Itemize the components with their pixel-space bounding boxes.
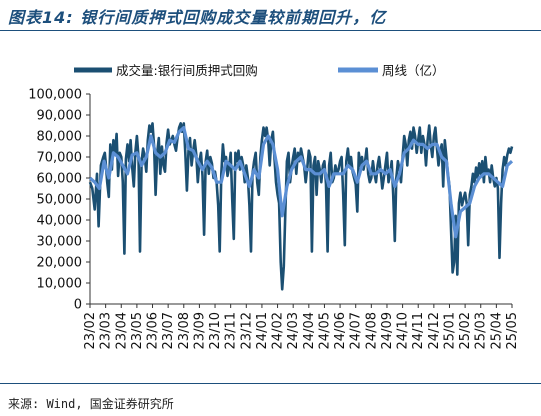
x-tick-label: 23/04 xyxy=(114,312,129,349)
x-tick-label: 23/11 xyxy=(224,312,239,349)
x-tick-label: 23/06 xyxy=(146,312,161,349)
y-tick-label: 100,000 xyxy=(28,88,82,103)
x-tick-label: 24/10 xyxy=(396,312,411,349)
x-tick-label: 23/12 xyxy=(239,312,254,349)
y-axis: 0 10,000 20,000 30,000 40,000 50,000 60,000 70,… xyxy=(28,88,91,313)
y-tick-label: 70,000 xyxy=(37,151,83,166)
x-tick-label: 25/03 xyxy=(474,312,489,349)
x-tick-label: 24/12 xyxy=(427,312,442,349)
x-tick-label: 25/05 xyxy=(505,312,520,349)
x-tick-label: 24/06 xyxy=(333,312,348,349)
x-tick-label: 23/09 xyxy=(192,312,207,349)
x-axis: 23/02 23/03 23/04 23/05 23/06 23/07 23/08 23/09… xyxy=(83,303,520,349)
x-tick-label: 23/05 xyxy=(130,312,145,349)
y-tick-label: 80,000 xyxy=(37,130,83,145)
y-tick-label: 0 xyxy=(74,298,82,313)
x-tick-label: 23/07 xyxy=(161,312,176,349)
series-line-weekly xyxy=(88,126,514,239)
figure-title: 图表14: 银行间质押式回购成交量较前期回升，亿 xyxy=(8,8,387,27)
y-tick-label: 50,000 xyxy=(37,193,83,208)
x-tick-label: 25/04 xyxy=(489,312,504,349)
x-tick-label: 23/08 xyxy=(177,312,192,349)
x-tick-label: 23/03 xyxy=(99,312,114,349)
x-tick-label: 24/05 xyxy=(317,312,332,349)
footer-rule xyxy=(0,383,541,384)
y-tick-label: 20,000 xyxy=(37,256,83,271)
y-tick-label: 30,000 xyxy=(37,235,83,250)
line-chart: 成交量:银行间质押式回购 周线（亿） 0 10,000 20,000 30,000 40… xyxy=(28,63,520,349)
x-tick-label: 24/02 xyxy=(271,312,286,349)
x-tick-label: 24/01 xyxy=(255,312,270,349)
y-tick-label: 10,000 xyxy=(37,277,83,292)
y-tick-label: 90,000 xyxy=(37,109,83,124)
x-tick-label: 24/03 xyxy=(286,312,301,349)
x-tick-label: 25/01 xyxy=(442,312,457,349)
x-tick-label: 24/09 xyxy=(380,312,395,349)
legend-label-daily: 成交量:银行间质押式回购 xyxy=(116,63,258,78)
legend: 成交量:银行间质押式回购 周线（亿） xyxy=(74,63,445,78)
y-tick-label: 60,000 xyxy=(37,172,83,187)
legend-label-weekly: 周线（亿） xyxy=(382,63,445,78)
y-tick-label: 40,000 xyxy=(37,214,83,229)
x-tick-label: 24/08 xyxy=(364,312,379,349)
x-tick-label: 25/02 xyxy=(458,312,473,349)
x-tick-label: 24/11 xyxy=(411,312,426,349)
source-note: 来源: Wind, 国金证券研究所 xyxy=(8,397,174,411)
x-tick-label: 23/10 xyxy=(208,312,223,349)
x-tick-label: 23/02 xyxy=(83,312,98,349)
x-tick-label: 24/04 xyxy=(302,312,317,349)
x-tick-label: 24/07 xyxy=(349,312,364,349)
title-rule xyxy=(0,30,541,31)
